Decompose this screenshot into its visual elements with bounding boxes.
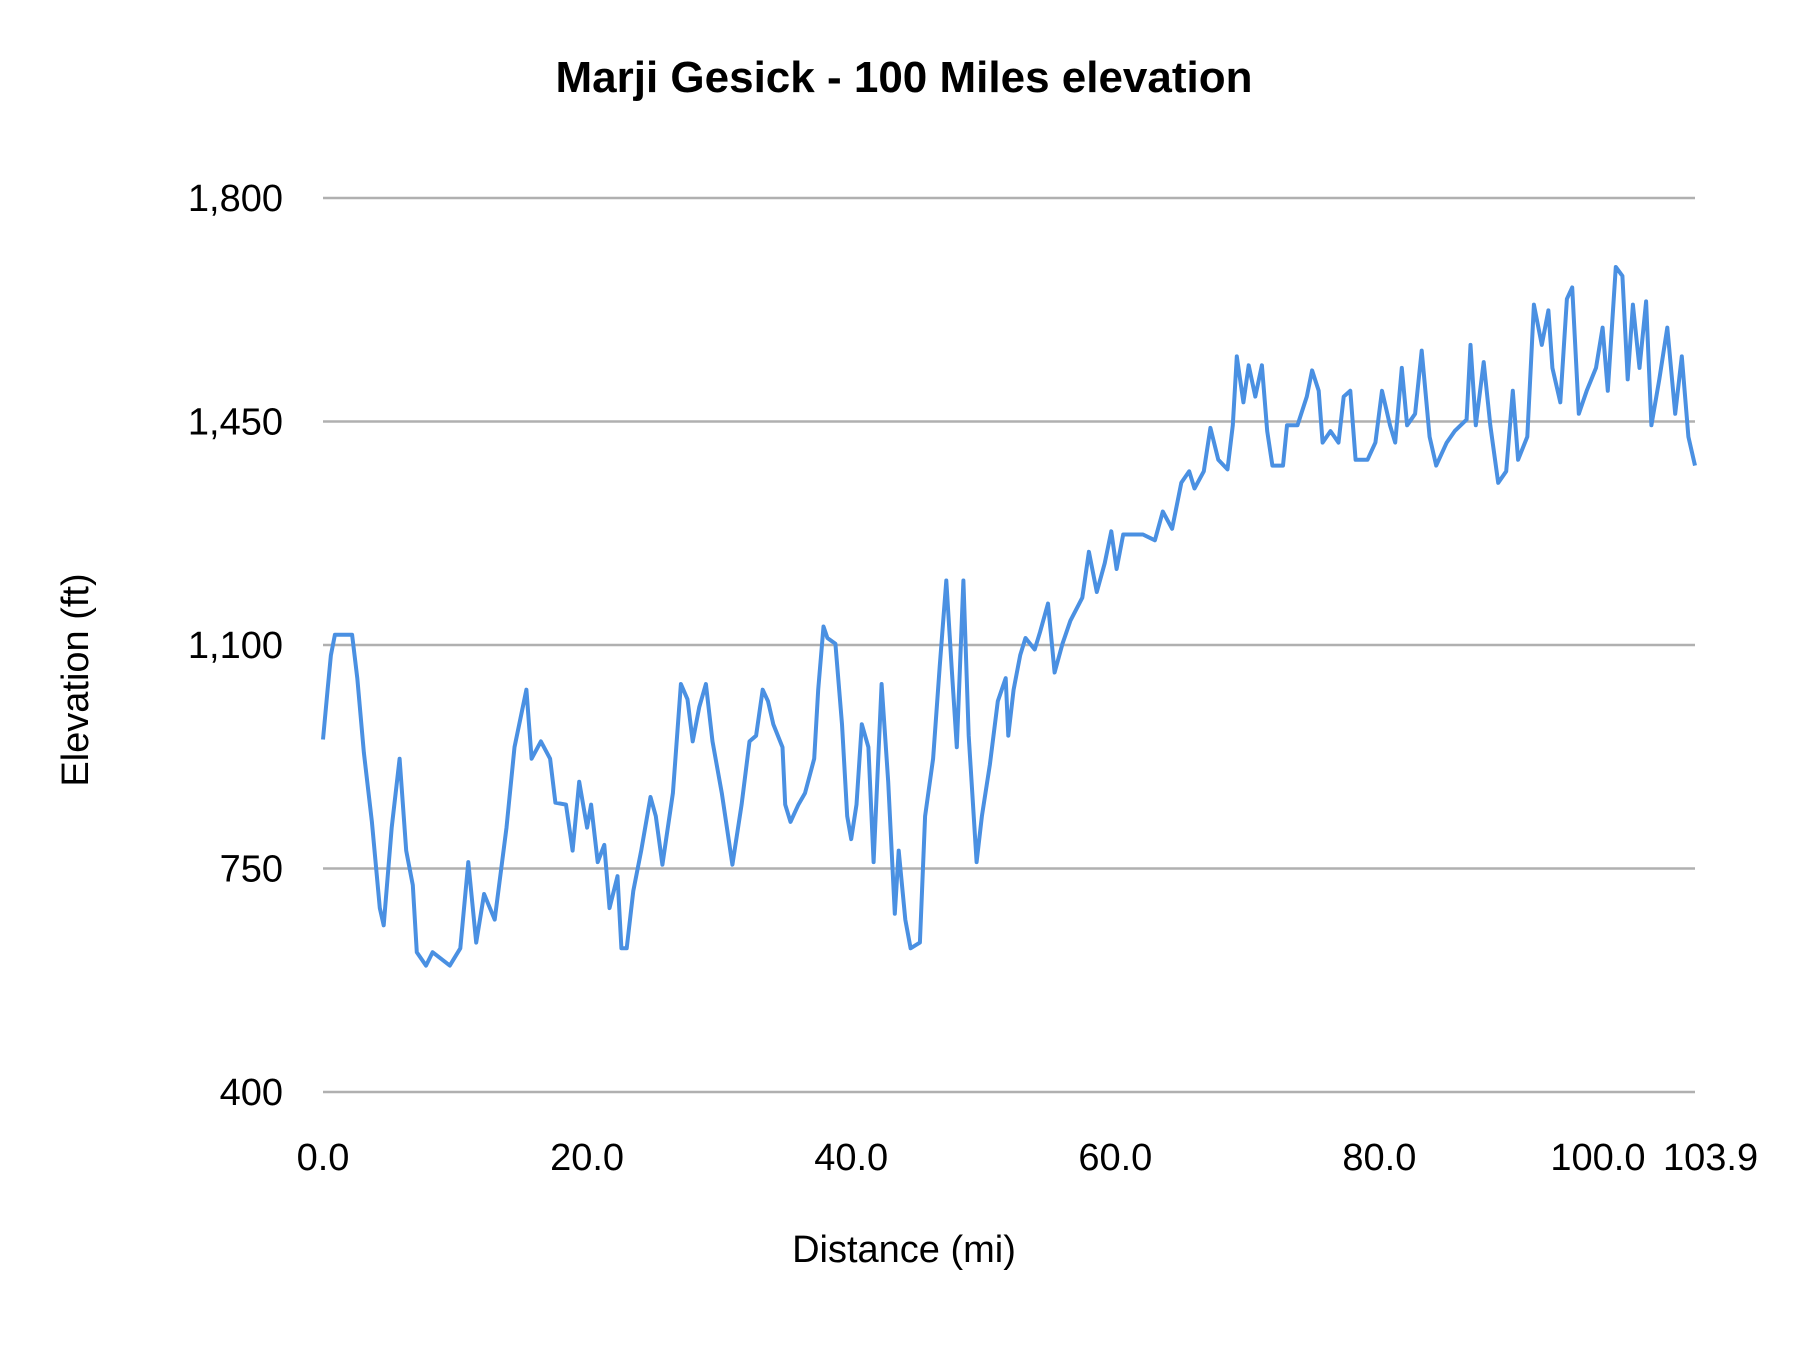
x-axis-label: Distance (mi) — [792, 1229, 1016, 1271]
y-tick-label: 1,100 — [188, 625, 283, 667]
elevation-line — [321, 265, 1697, 968]
y-tick-label: 1,450 — [188, 402, 283, 444]
y-tick-label: 750 — [220, 849, 283, 891]
x-tick-label: 80.0 — [1342, 1137, 1416, 1179]
x-tick-label: 103.9 — [1663, 1137, 1758, 1179]
y-axis-ticks: 400 750 1,100 1,450 1,800 — [188, 178, 283, 1114]
chart-title: Marji Gesick - 100 Miles elevation — [556, 53, 1253, 102]
x-axis-ticks: 0.0 20.0 40.0 60.0 80.0 100.0 103.9 — [297, 1137, 1759, 1179]
y-tick-label: 400 — [220, 1072, 283, 1114]
gridlines — [323, 196, 1695, 1094]
y-tick-label: 1,800 — [188, 178, 283, 220]
x-tick-label: 20.0 — [550, 1137, 624, 1179]
x-tick-label: 100.0 — [1550, 1137, 1645, 1179]
x-tick-label: 40.0 — [814, 1137, 888, 1179]
y-axis-label: Elevation (ft) — [55, 573, 97, 786]
x-tick-label: 60.0 — [1078, 1137, 1152, 1179]
x-tick-label: 0.0 — [297, 1137, 350, 1179]
